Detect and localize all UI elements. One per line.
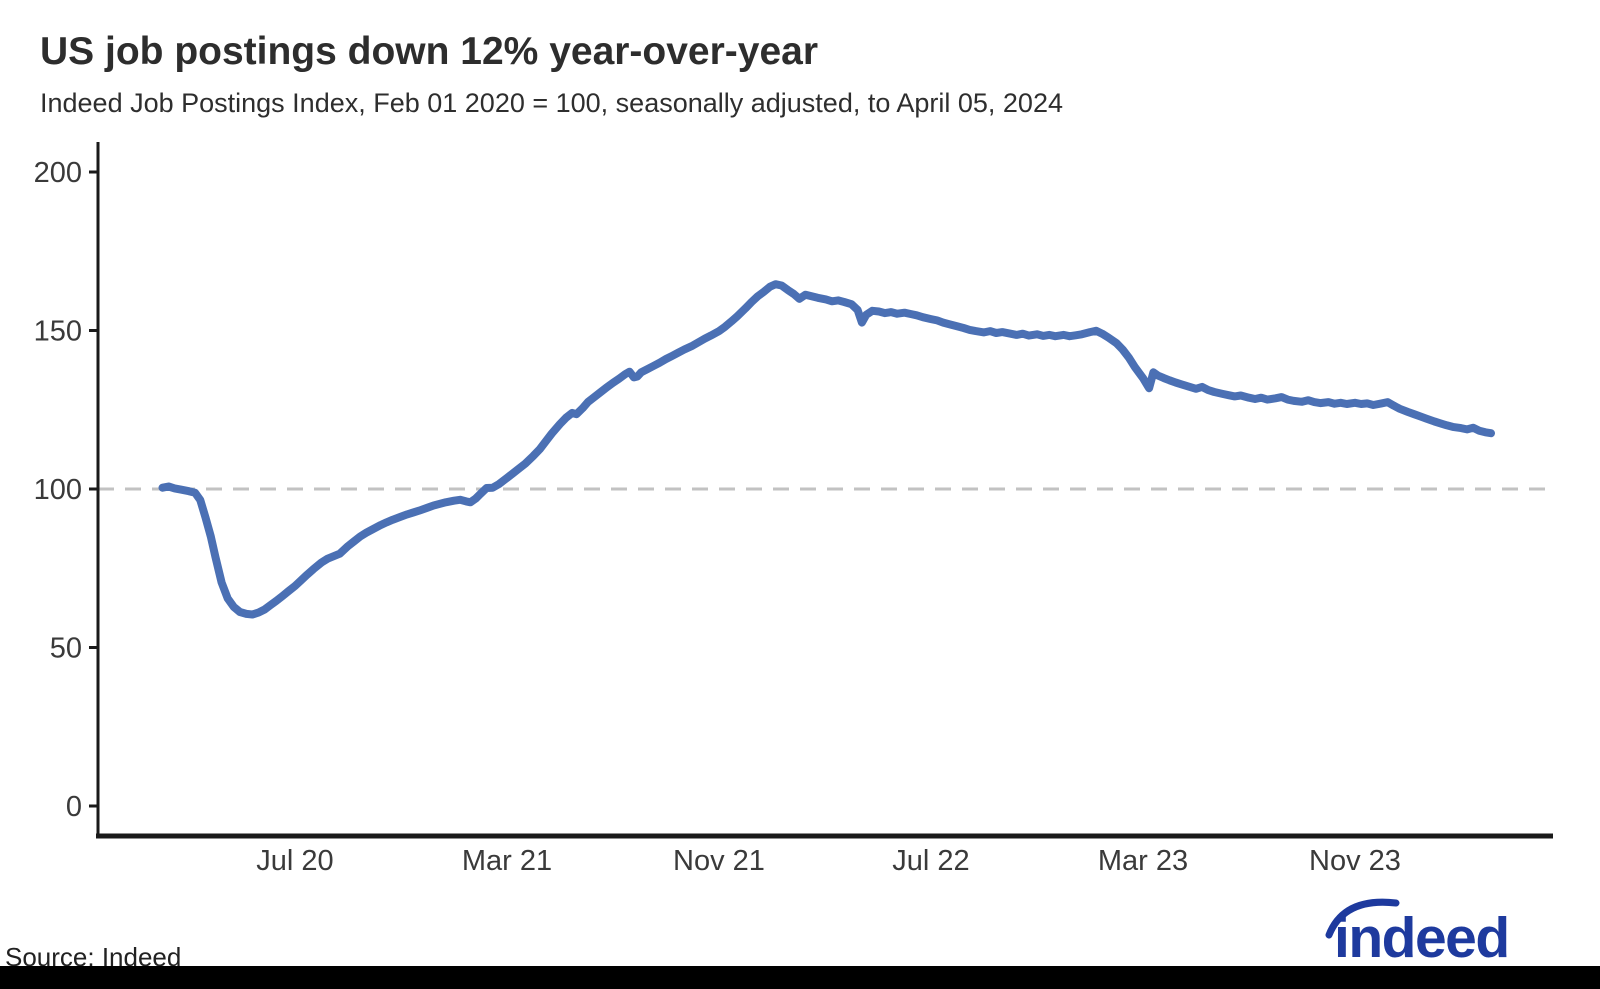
x-tick-label: Jul 20 [256, 845, 333, 877]
x-tick-label: Nov 23 [1309, 845, 1401, 877]
x-tick-label: Nov 21 [673, 845, 765, 877]
indeed-logo-swoosh-icon [1325, 898, 1400, 939]
y-tick-label: 100 [34, 474, 82, 506]
footer-bar [0, 966, 1600, 989]
y-tick-label: 50 [50, 633, 82, 665]
x-tick-label: Jul 22 [892, 845, 969, 877]
y-tick-label: 0 [66, 791, 82, 823]
job-postings-index-line [158, 280, 1495, 619]
indeed-logo-text: indeed [1334, 906, 1509, 967]
x-tick-label: Mar 21 [462, 845, 552, 877]
page-title: US job postings down 12% year-over-year [40, 30, 819, 73]
indeed-logo: indeed [1325, 898, 1510, 967]
chart-subtitle: Indeed Job Postings Index, Feb 01 2020 =… [40, 88, 1063, 118]
y-tick-label: 150 [34, 316, 82, 348]
y-tick-label: 200 [34, 157, 82, 189]
x-tick-label: Mar 23 [1098, 845, 1188, 877]
